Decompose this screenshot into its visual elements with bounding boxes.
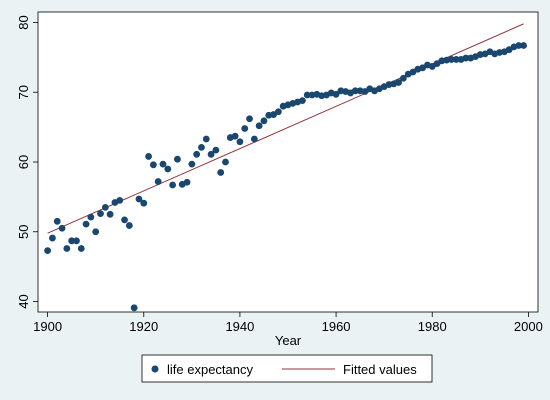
- data-point: [217, 169, 225, 176]
- data-point: [125, 222, 133, 229]
- data-point: [145, 153, 152, 160]
- data-point: [222, 158, 229, 166]
- data-point: [236, 138, 244, 146]
- legend-label-life-expectancy: life expectancy: [167, 362, 253, 377]
- data-point: [44, 247, 52, 255]
- y-tick-label: 80: [16, 15, 31, 29]
- x-tick-label: 2000: [514, 319, 543, 334]
- data-point: [255, 122, 263, 130]
- data-point: [332, 90, 340, 98]
- scatter-points-layer: [44, 42, 527, 312]
- data-point: [63, 245, 71, 252]
- data-point: [193, 150, 201, 158]
- data-point: [520, 42, 527, 49]
- data-point: [164, 165, 172, 173]
- y-tick-label: 70: [16, 85, 31, 99]
- data-point: [452, 56, 460, 63]
- x-tick-label: 1920: [129, 319, 158, 334]
- data-point: [121, 216, 128, 224]
- data-point: [399, 74, 407, 82]
- legend-marker-life-expectancy: [151, 365, 159, 373]
- data-point: [395, 79, 402, 86]
- data-point: [462, 54, 470, 62]
- data-point: [87, 213, 95, 221]
- y-tick-label: 40: [16, 294, 31, 308]
- data-point: [154, 178, 162, 185]
- data-point: [159, 160, 167, 168]
- x-tick-label: 1940: [225, 319, 254, 334]
- data-point: [140, 199, 148, 207]
- data-point: [135, 195, 143, 203]
- data-point: [174, 155, 181, 163]
- data-point: [130, 304, 138, 312]
- data-point: [183, 178, 191, 186]
- data-point: [116, 196, 124, 204]
- data-point: [260, 117, 268, 125]
- data-point: [92, 228, 100, 236]
- data-point: [53, 217, 61, 225]
- data-point: [246, 115, 253, 123]
- data-point: [77, 245, 85, 252]
- x-tick-label: 1960: [322, 319, 351, 334]
- data-point: [303, 91, 311, 99]
- x-axis: 1900 1920 1940 1960 1980 2000: [33, 312, 543, 334]
- data-point: [149, 161, 157, 169]
- data-point: [73, 237, 80, 245]
- data-point: [241, 125, 249, 132]
- data-point: [169, 181, 177, 189]
- legend-label-fitted-values: Fitted values: [343, 362, 417, 377]
- y-tick-label: 60: [16, 155, 31, 169]
- data-point: [515, 42, 523, 49]
- data-point: [101, 203, 109, 211]
- x-axis-title: Year: [275, 333, 302, 348]
- data-point: [82, 220, 90, 228]
- x-tick-label: 1900: [33, 319, 62, 334]
- data-point: [198, 143, 205, 151]
- data-point: [274, 108, 282, 116]
- data-point: [106, 210, 114, 218]
- data-point: [97, 210, 104, 218]
- data-point: [299, 97, 306, 105]
- data-point: [49, 234, 56, 242]
- legend: life expectancy Fitted values: [141, 354, 433, 383]
- data-point: [188, 160, 196, 168]
- data-point: [250, 135, 258, 143]
- data-point: [68, 237, 76, 245]
- data-point: [202, 135, 210, 143]
- data-point: [212, 146, 220, 154]
- data-point: [231, 132, 239, 140]
- x-tick-label: 1980: [418, 319, 447, 334]
- data-point: [351, 87, 359, 95]
- y-tick-label: 50: [16, 225, 31, 239]
- data-point: [448, 56, 455, 63]
- data-point: [58, 224, 66, 232]
- data-point: [207, 150, 215, 158]
- y-axis: 40 50 60 70 80: [16, 15, 38, 309]
